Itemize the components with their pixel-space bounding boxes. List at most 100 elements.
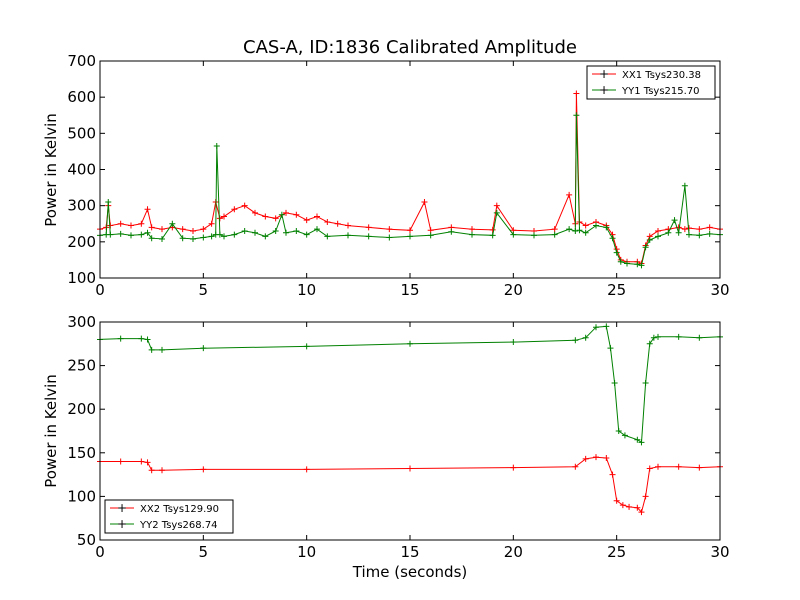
top-data-point xyxy=(144,206,151,213)
top-data-point xyxy=(148,224,155,231)
top-data-point xyxy=(624,260,630,267)
top-series-0 xyxy=(97,90,723,267)
top-legend-xx1-label: XX1 Tsys230.38 xyxy=(622,70,701,81)
top-data-point xyxy=(686,231,692,238)
bottom-data-point xyxy=(593,324,599,331)
top-data-point xyxy=(469,231,475,238)
top-data-point xyxy=(221,233,227,240)
top-data-point xyxy=(213,142,220,149)
bottom-legend-xx2-label: XX2 Tsys129.90 xyxy=(140,504,219,515)
bottom-x-tick-label: 0 xyxy=(95,543,105,561)
top-legend-box xyxy=(586,65,716,100)
bottom-y-axis-label: Power in Kelvin xyxy=(42,374,60,488)
bottom-x-tick-label: 5 xyxy=(199,543,209,561)
top-data-point xyxy=(221,213,227,220)
top-data-point xyxy=(427,227,434,234)
bottom-data-point xyxy=(138,335,145,342)
top-series-1 xyxy=(97,112,723,269)
top-data-point xyxy=(572,227,579,234)
bottom-data-point xyxy=(159,346,165,353)
top-data-point xyxy=(324,218,331,225)
top-data-point xyxy=(200,234,207,241)
bottom-data-point xyxy=(607,345,614,352)
top-legend-yy1-label: YY1 Tsys215.70 xyxy=(621,86,700,97)
top-data-point xyxy=(493,209,500,216)
bottom-y-tick-label: 50 xyxy=(77,531,96,549)
bottom-series-1 xyxy=(97,323,723,446)
bottom-data-point xyxy=(619,502,626,509)
bottom-data-point xyxy=(200,345,207,352)
top-legend-xx1-marker: + xyxy=(599,67,609,81)
bottom-data-point xyxy=(303,343,310,350)
top-data-point xyxy=(345,232,351,239)
top-data-point xyxy=(144,229,151,236)
top-data-point xyxy=(493,202,500,209)
bottom-legend-yy2-marker: + xyxy=(117,517,127,531)
bottom-data-point xyxy=(621,432,628,439)
top-y-tick-label: 100 xyxy=(67,269,96,287)
bottom-data-point xyxy=(675,463,682,470)
bottom-x-tick-label: 25 xyxy=(607,543,626,561)
top-data-point xyxy=(252,229,258,236)
top-y-axis-label: Power in Kelvin xyxy=(42,113,60,227)
top-x-tick-label: 20 xyxy=(504,281,523,299)
top-data-point xyxy=(293,211,300,218)
bottom-legend-yy2-label: YY2 Tsys268.74 xyxy=(139,520,218,531)
top-y-tick-label: 300 xyxy=(67,197,96,215)
top-data-point xyxy=(551,226,558,233)
top-data-point xyxy=(576,227,583,234)
top-data-point xyxy=(208,233,215,240)
bottom-data-point xyxy=(117,458,124,465)
top-x-tick-label: 5 xyxy=(199,281,209,299)
bottom-panel-ticks: 0 5 10 15 20 25 30 50 100 150 200 250 300 xyxy=(67,313,729,561)
top-y-tick-label: 700 xyxy=(67,52,96,70)
bottom-panel-marks xyxy=(97,323,723,516)
bottom-data-point xyxy=(582,455,589,462)
top-data-point xyxy=(407,227,413,234)
top-data-point xyxy=(283,209,289,216)
top-data-point xyxy=(231,231,238,238)
top-data-point xyxy=(386,226,393,233)
top-data-point xyxy=(706,230,713,237)
top-data-point xyxy=(262,233,269,240)
top-data-point xyxy=(241,202,248,209)
top-data-point xyxy=(169,220,176,227)
top-data-point xyxy=(706,224,713,231)
bottom-data-point xyxy=(615,428,622,434)
top-data-point xyxy=(613,249,620,256)
bottom-data-point xyxy=(603,323,610,330)
top-data-point xyxy=(283,229,289,236)
top-data-point xyxy=(303,217,310,224)
bottom-data-point xyxy=(675,333,682,340)
bottom-data-point xyxy=(510,339,517,346)
top-data-point xyxy=(566,191,573,198)
top-legend: + XX1 Tsys230.38 + YY1 Tsys215.70 xyxy=(586,65,716,100)
top-data-point xyxy=(681,182,688,189)
top-data-point xyxy=(638,262,645,269)
top-data-point xyxy=(407,233,413,240)
bottom-data-point xyxy=(510,464,517,471)
top-data-point xyxy=(262,213,269,220)
bottom-data-point xyxy=(646,465,653,472)
top-data-point xyxy=(665,229,672,236)
top-data-point xyxy=(671,217,678,224)
top-data-point xyxy=(128,232,134,239)
bottom-data-point xyxy=(634,436,641,443)
top-legend-yy1-marker: + xyxy=(599,83,609,97)
bottom-panel: 0 5 10 15 20 25 30 50 100 150 200 250 300 Power in K… xyxy=(42,313,730,581)
top-data-point xyxy=(117,220,124,227)
bottom-data-point xyxy=(138,458,145,465)
top-data-point xyxy=(655,227,661,234)
top-data-point xyxy=(117,230,124,237)
figure-title: CAS-A, ID:1836 Calibrated Amplitude xyxy=(243,37,577,58)
top-data-point xyxy=(573,90,580,97)
bottom-y-tick-label: 200 xyxy=(67,400,96,418)
top-data-point xyxy=(252,209,258,216)
bottom-data-point xyxy=(655,333,661,340)
top-data-point xyxy=(303,231,310,238)
bottom-data-point xyxy=(148,467,155,474)
top-data-point xyxy=(190,227,196,234)
bottom-y-tick-label: 300 xyxy=(67,313,96,331)
top-panel-marks xyxy=(97,90,723,269)
bottom-data-point xyxy=(117,335,124,342)
